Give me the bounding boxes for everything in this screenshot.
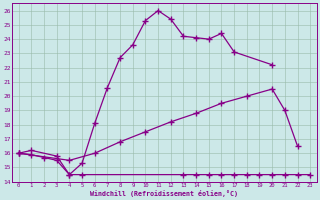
X-axis label: Windchill (Refroidissement éolien,°C): Windchill (Refroidissement éolien,°C) [91,190,238,197]
